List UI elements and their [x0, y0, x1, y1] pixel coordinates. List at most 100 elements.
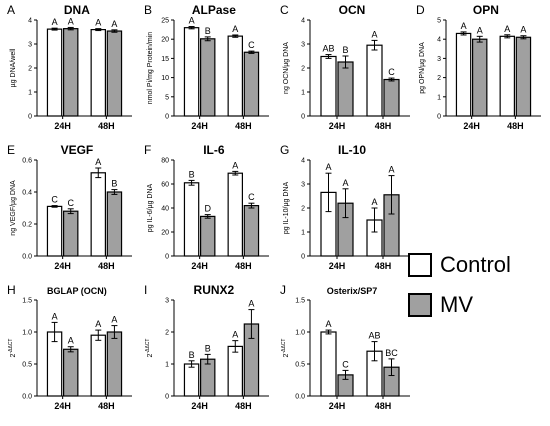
y-tick-label-a-2: 2: [28, 66, 32, 73]
x-tick-label-f-0: 24H: [191, 261, 208, 271]
panel-letter-a: A: [7, 3, 15, 17]
bar-i-48h-control: [227, 345, 243, 397]
significance-letter-b-48h-control: A: [232, 24, 238, 34]
bar-c-24h-control: [320, 55, 337, 117]
bar-a-48h-mv: [106, 30, 123, 117]
bar-f-48h-mv: [243, 205, 260, 257]
panel-letter-i: I: [144, 283, 147, 297]
y-tick-label-a-1: 1: [28, 90, 32, 97]
significance-letter-f-24h-control: B: [189, 169, 195, 179]
panel-letter-j: J: [280, 283, 286, 297]
panel-title-f: IL-6: [203, 143, 225, 157]
bar-c-48h-mv: [383, 78, 400, 117]
y-tick-label-h-2: 1.0: [22, 330, 32, 337]
y-tick-label-f-3: 60: [161, 182, 169, 189]
y-tick-label-a-3: 3: [28, 42, 32, 49]
significance-letter-b-24h-mv: B: [205, 26, 211, 36]
y-tick-label-e-0: 0.0: [22, 254, 32, 261]
significance-letter-d-24h-mv: A: [477, 25, 483, 35]
y-tick-label-f-1: 20: [161, 230, 169, 237]
significance-letter-d-48h-control: A: [504, 24, 510, 34]
significance-letter-d-24h-control: A: [461, 21, 467, 31]
bar-c-24h-mv: [337, 61, 354, 117]
significance-letter-c-24h-control: AB: [322, 44, 334, 54]
y-tick-label-i-0: 0: [165, 394, 169, 401]
y-tick-label-j-0: 0.0: [295, 394, 305, 401]
panel-title-b: ALPase: [192, 3, 236, 17]
panel-letter-c: C: [280, 3, 289, 17]
bar-f-48h-control: [227, 172, 243, 257]
bar-i-24h-control: [183, 363, 200, 397]
y-tick-label-f-2: 40: [161, 206, 169, 213]
bar-e-24h-control: [46, 205, 63, 257]
bar-h-48h-mv: [106, 331, 123, 397]
x-tick-label-a-1: 48H: [98, 121, 115, 131]
x-tick-label-b-0: 24H: [191, 121, 208, 131]
x-tick-label-j-0: 24H: [329, 401, 346, 411]
y-tick-label-e-1: 0.2: [22, 222, 32, 229]
significance-letter-f-24h-mv: D: [204, 204, 211, 214]
y-tick-label-h-0: 0.0: [22, 394, 32, 401]
significance-letter-a-24h-control: A: [52, 17, 58, 27]
x-tick-label-i-1: 48H: [235, 401, 252, 411]
x-tick-label-i-0: 24H: [191, 401, 208, 411]
y-axis-label-i: 2-ΔΔCT: [145, 339, 154, 358]
significance-letter-i-24h-control: B: [189, 350, 195, 360]
y-tick-label-g-2: 2: [301, 206, 305, 213]
bar-d-24h-mv: [472, 38, 488, 117]
x-tick-label-g-1: 48H: [375, 261, 392, 271]
x-tick-label-e-0: 24H: [54, 261, 71, 271]
x-tick-label-g-0: 24H: [329, 261, 346, 271]
significance-letter-i-48h-mv: A: [248, 299, 254, 309]
y-tick-label-d-2: 2: [437, 75, 441, 82]
x-tick-label-d-1: 48H: [507, 121, 524, 131]
bar-b-24h-control: [183, 27, 200, 117]
y-tick-label-d-3: 3: [437, 56, 441, 63]
y-tick-label-b-3: 15: [161, 56, 169, 63]
significance-letter-e-24h-control: C: [51, 195, 58, 205]
significance-letter-a-24h-mv: A: [68, 16, 74, 26]
bar-e-24h-mv: [62, 210, 79, 257]
panel-letter-b: B: [144, 3, 152, 17]
bar-f-24h-control: [183, 182, 200, 257]
y-tick-label-b-2: 10: [161, 75, 169, 82]
panel-title-i: RUNX2: [194, 283, 235, 297]
y-tick-label-c-2: 2: [301, 66, 305, 73]
significance-letter-e-24h-mv: C: [67, 198, 74, 208]
y-tick-label-c-0: 0: [301, 114, 305, 121]
x-tick-label-c-1: 48H: [375, 121, 392, 131]
bar-b-24h-mv: [200, 38, 216, 117]
x-tick-label-h-0: 24H: [54, 401, 71, 411]
legend-label-mv: MV: [440, 292, 473, 317]
significance-letter-b-24h-control: A: [189, 16, 195, 26]
panel-letter-e: E: [7, 143, 15, 157]
bar-h-24h-mv: [62, 348, 79, 397]
significance-letter-f-48h-control: A: [232, 160, 238, 170]
panel-title-d: OPN: [473, 3, 499, 17]
x-tick-label-e-1: 48H: [98, 261, 115, 271]
y-axis-label-a: µg DNA/well: [10, 48, 17, 87]
y-tick-label-b-5: 25: [161, 18, 169, 25]
y-tick-label-c-1: 1: [301, 90, 305, 97]
y-axis-label-h: 2-ΔΔCT: [8, 339, 17, 358]
significance-letter-h-48h-mv: A: [111, 315, 117, 325]
y-axis-label-b: nmol Pi/mg Protein/min: [147, 32, 154, 104]
y-axis-label-e: ng VEGF/µg DNA: [10, 180, 17, 236]
panel-title-h: BGLAP (OCN): [47, 286, 107, 296]
y-tick-label-i-2: 2: [165, 330, 169, 337]
bar-h-48h-control: [90, 334, 107, 397]
significance-letter-g-48h-mv: A: [388, 165, 394, 175]
x-tick-label-j-1: 48H: [375, 401, 392, 411]
significance-letter-a-48h-mv: A: [111, 19, 117, 29]
y-axis-label-c: ng OCN/µg DNA: [283, 42, 290, 94]
bar-d-48h-mv: [515, 36, 532, 117]
panel-letter-g: G: [280, 143, 289, 157]
significance-letter-j-48h-control: AB: [368, 331, 380, 341]
y-tick-label-d-1: 1: [437, 94, 441, 101]
bar-c-48h-control: [366, 44, 383, 117]
significance-letter-e-48h-mv: B: [111, 179, 117, 189]
significance-letter-h-24h-control: A: [52, 311, 58, 321]
panel-letter-d: D: [416, 3, 425, 17]
significance-letter-i-48h-control: A: [232, 330, 238, 340]
y-tick-label-g-3: 3: [301, 182, 305, 189]
